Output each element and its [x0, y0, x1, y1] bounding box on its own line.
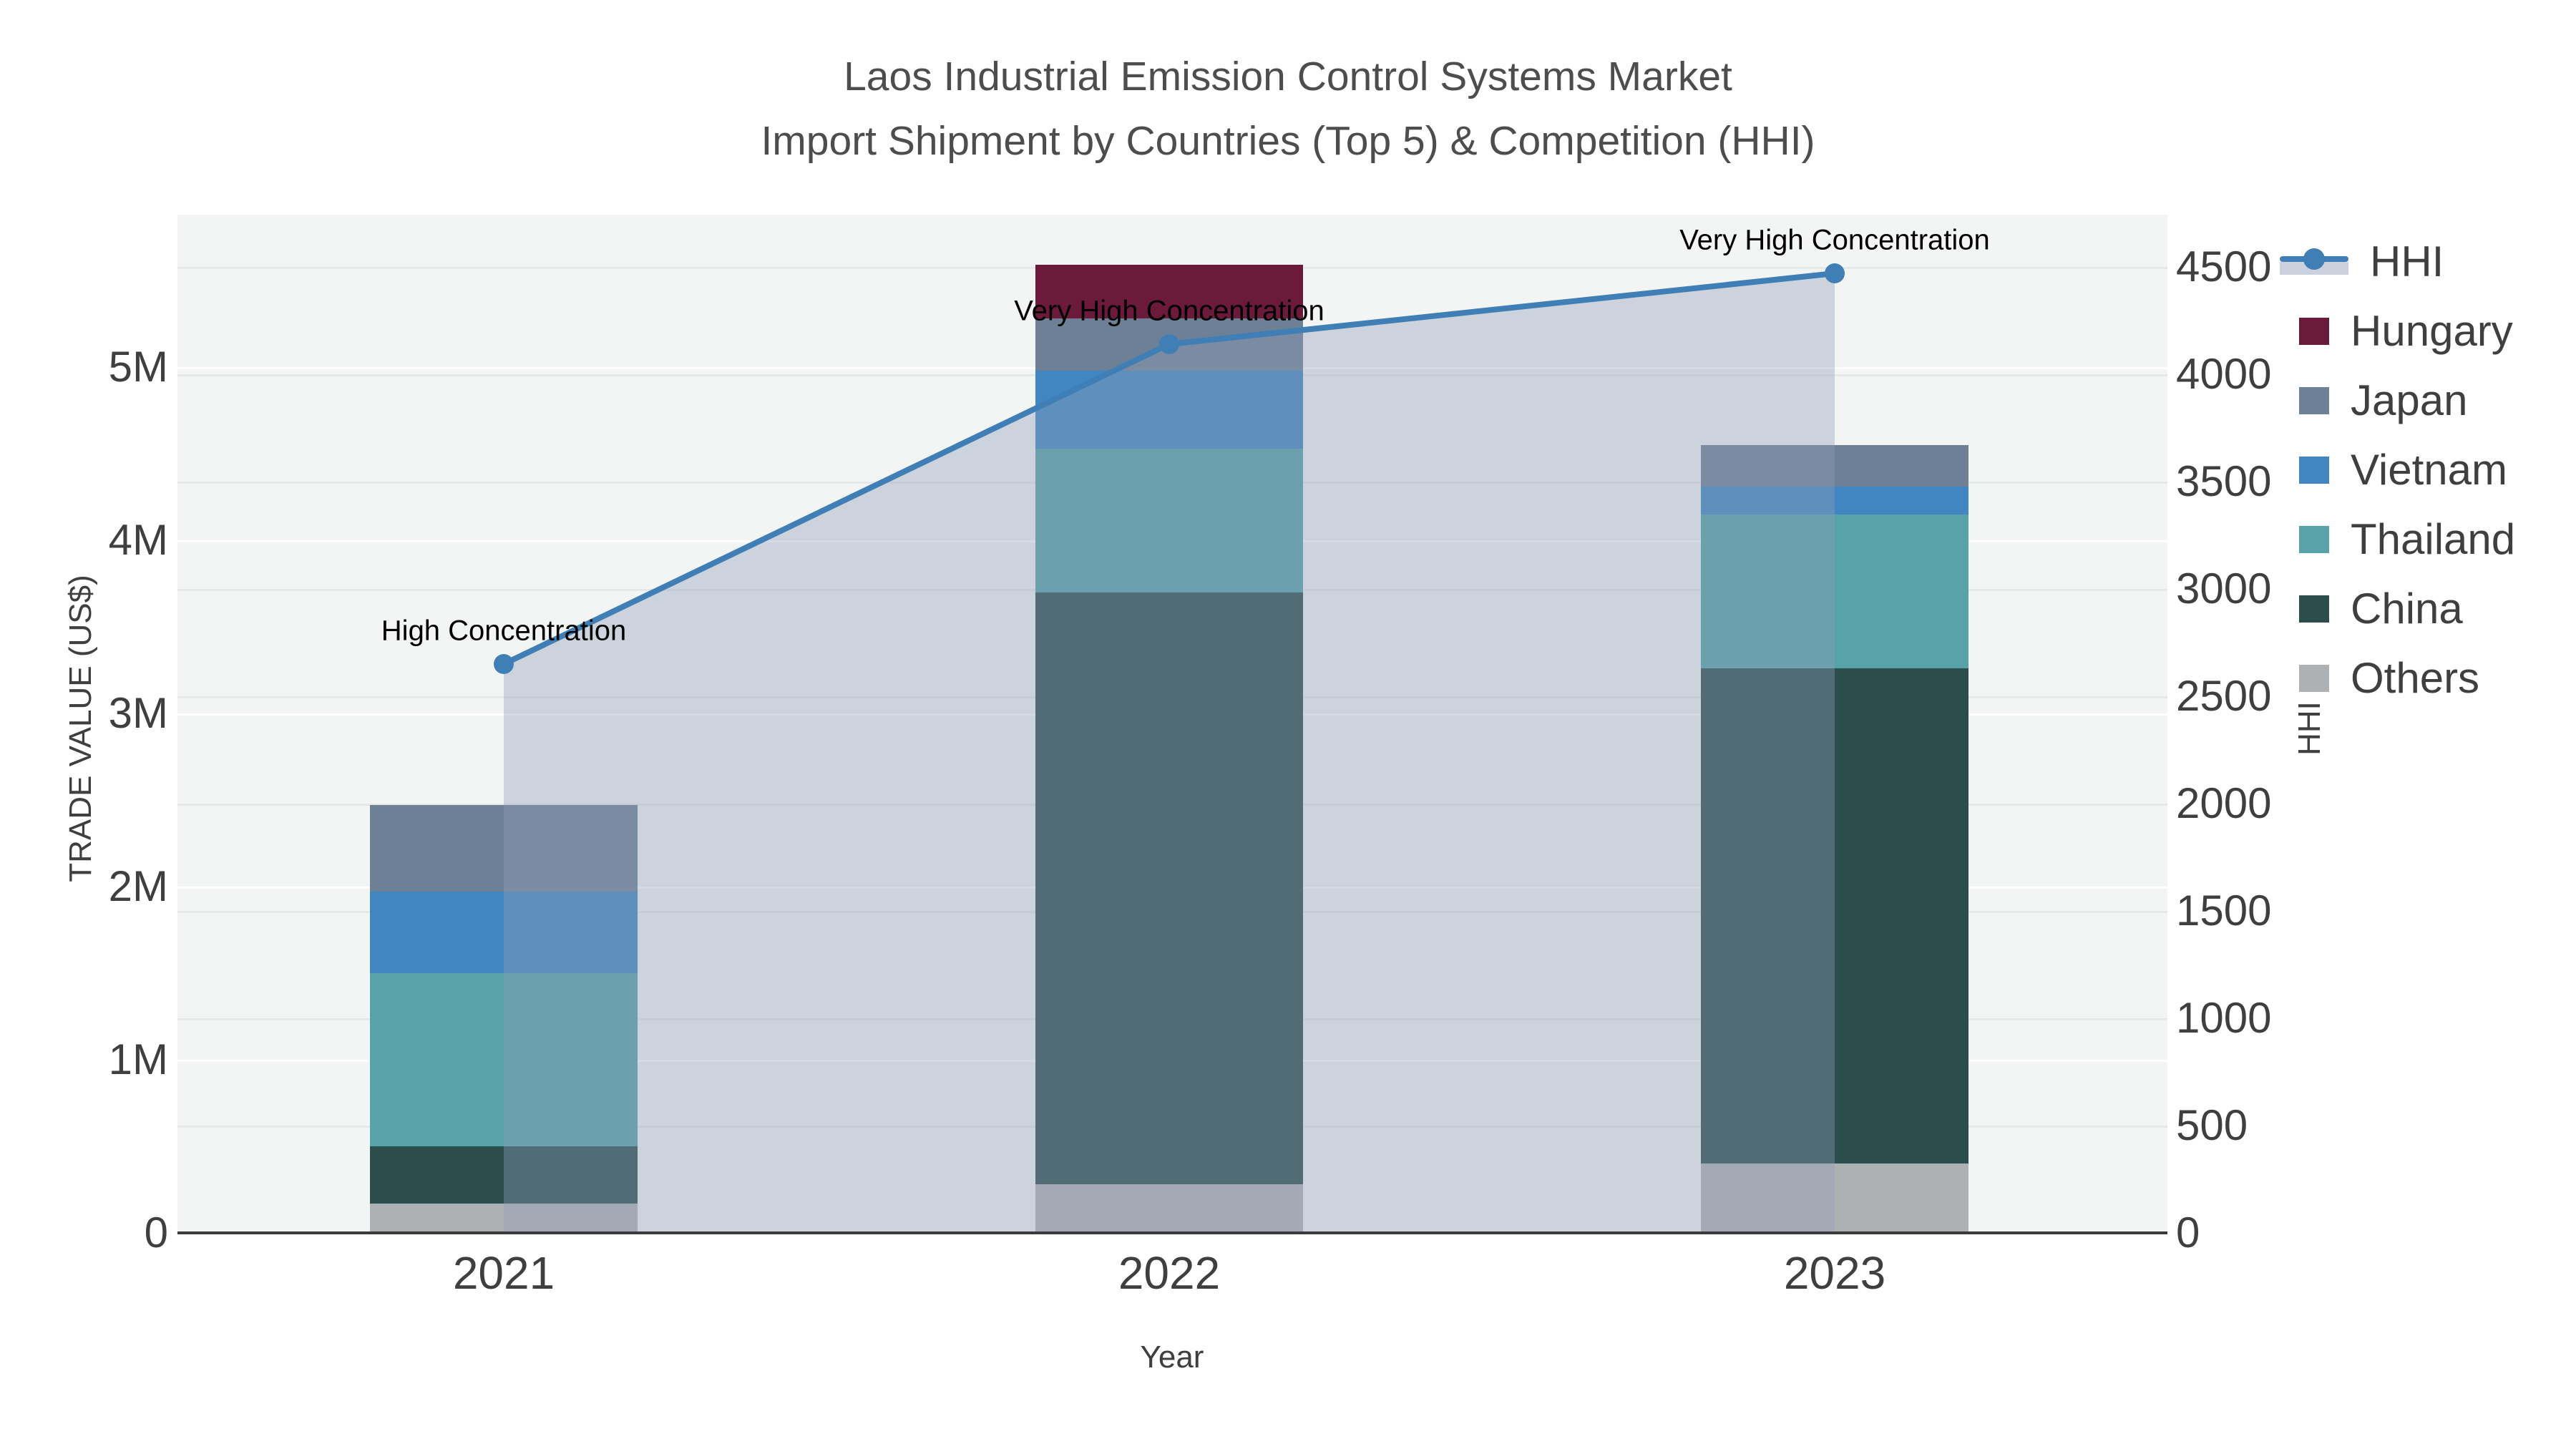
y-right-tick-3000: 3000	[2176, 565, 2272, 613]
legend-item-thailand[interactable]: Thailand	[2286, 504, 2515, 574]
y-left-tick-5M: 5M	[108, 343, 168, 391]
y-right-tick-3500: 3500	[2176, 457, 2272, 505]
hhi-point-2021	[494, 654, 514, 674]
bar-segment-vietnam-2021	[370, 892, 638, 973]
bar-segment-japan-2023	[1701, 444, 1968, 487]
legend-swatch-icon	[2299, 595, 2329, 623]
legend-item-hungary[interactable]: Hungary	[2286, 296, 2515, 366]
hhi-line-layer	[494, 263, 1845, 1233]
y-right-tick-500: 500	[2176, 1101, 2248, 1149]
bar-segment-hungary-2022	[1035, 265, 1303, 319]
bar-segment-others-2021	[370, 1203, 638, 1233]
y-left-tick-1M: 1M	[108, 1035, 168, 1083]
legend-item-vietnam[interactable]: Vietnam	[2286, 435, 2515, 504]
legend-item-japan[interactable]: Japan	[2286, 366, 2515, 435]
y-axis-left-title: TRADE VALUE (US$)	[63, 575, 98, 882]
bar-segment-thailand-2023	[1701, 514, 1968, 669]
y-left-tick-0: 0	[144, 1209, 168, 1257]
hhi-line-swatch-icon	[2280, 246, 2348, 278]
x-axis-line	[177, 1231, 2167, 1234]
legend-item-china[interactable]: China	[2286, 574, 2515, 643]
y-right-tick-0: 0	[2176, 1209, 2200, 1257]
bar-segment-others-2023	[1701, 1163, 1968, 1233]
legend-label: HHI	[2370, 238, 2444, 286]
annotation-2022: Very High Concentration	[1014, 295, 1324, 327]
plot-area	[177, 215, 2167, 1233]
y-right-tick-4000: 4000	[2176, 350, 2272, 398]
legend-label: Japan	[2351, 376, 2468, 424]
bar-segment-others-2022	[1035, 1184, 1303, 1233]
annotation-2021: High Concentration	[381, 615, 627, 647]
legend: HHI Hungary Japan Vietnam Thailand China Other…	[2280, 227, 2515, 713]
hhi-point-2023	[1825, 263, 1845, 283]
legend-label: China	[2351, 585, 2463, 633]
bar-segment-china-2023	[1701, 668, 1968, 1164]
chart-title-line2: Import Shipment by Countries (Top 5) & C…	[761, 118, 1815, 164]
y-right-tick-4500: 4500	[2176, 243, 2272, 291]
hhi-point-2022	[1159, 334, 1179, 354]
x-axis-title: Year	[1140, 1340, 1204, 1375]
bar-segment-china-2022	[1035, 592, 1303, 1185]
legend-swatch-icon	[2299, 456, 2329, 484]
x-tick-2023: 2023	[1783, 1247, 1886, 1299]
legend-swatch-icon	[2299, 317, 2329, 345]
y-right-tick-1500: 1500	[2176, 887, 2272, 935]
chart-title-line1: Laos Industrial Emission Control Systems…	[844, 54, 1732, 99]
y-left-tick-3M: 3M	[108, 689, 168, 737]
bar-segment-vietnam-2023	[1701, 486, 1968, 514]
legend-label: Hungary	[2351, 307, 2513, 355]
legend-label: Thailand	[2351, 515, 2516, 563]
y-right-tick-2500: 2500	[2176, 672, 2272, 720]
bar-segment-china-2021	[370, 1146, 638, 1204]
legend-label: Vietnam	[2351, 446, 2508, 494]
legend-swatch-icon	[2299, 525, 2329, 553]
y-right-tick-1000: 1000	[2176, 994, 2272, 1042]
chart-title: Laos Industrial Emission Control Systems…	[0, 44, 2576, 173]
y-left-tick-2M: 2M	[108, 862, 168, 910]
x-tick-2022: 2022	[1118, 1247, 1221, 1299]
bar-segment-thailand-2021	[370, 973, 638, 1146]
legend-label: Others	[2351, 654, 2480, 702]
legend-swatch-icon	[2299, 386, 2329, 414]
annotation-2023: Very High Concentration	[1679, 224, 1990, 256]
y-right-tick-2000: 2000	[2176, 779, 2272, 827]
legend-item-others[interactable]: Others	[2286, 643, 2515, 713]
hhi-area-fill	[504, 273, 1835, 1233]
bar-segment-vietnam-2022	[1035, 370, 1303, 449]
bar-segment-japan-2021	[370, 805, 638, 892]
legend-swatch-icon	[2299, 664, 2329, 692]
x-tick-2021: 2021	[452, 1247, 555, 1299]
y-left-tick-4M: 4M	[108, 516, 168, 564]
legend-item-hhi[interactable]: HHI	[2280, 227, 2515, 296]
bar-segment-thailand-2022	[1035, 448, 1303, 592]
